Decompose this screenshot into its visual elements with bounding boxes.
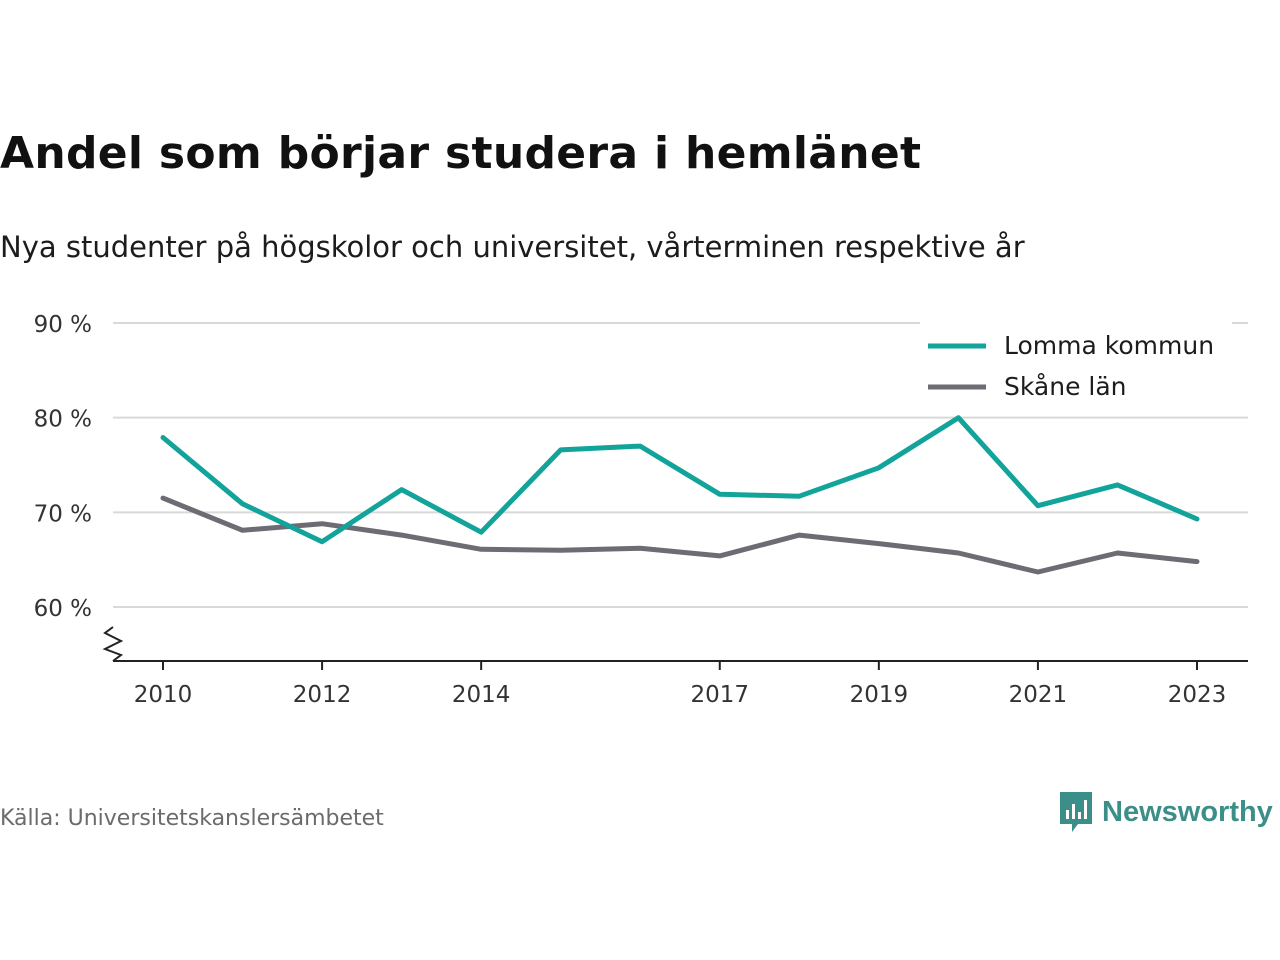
y-tick-label: 60 % bbox=[34, 596, 92, 622]
y-axis-tick-labels: 60 % 70 % 80 % 90 % bbox=[34, 312, 92, 622]
x-tick-label: 2023 bbox=[1168, 682, 1227, 708]
x-tick-label: 2021 bbox=[1009, 682, 1068, 708]
series-lines bbox=[160, 415, 1200, 575]
x-axis bbox=[102, 626, 1248, 662]
y-tick-label: 70 % bbox=[34, 501, 92, 527]
axis-break-mark bbox=[102, 626, 124, 662]
newsworthy-logo-icon bbox=[1060, 792, 1092, 832]
x-tick-label: 2014 bbox=[452, 682, 511, 708]
legend-label: Lomma kommun bbox=[1004, 331, 1214, 360]
chart-title: Andel som börjar studera i hemlänet bbox=[0, 128, 922, 179]
brand-logo: Newsworthy bbox=[1058, 790, 1273, 834]
source-note: Källa: Universitetskanslersämbetet bbox=[0, 806, 384, 831]
x-tick-label: 2010 bbox=[134, 682, 193, 708]
line-chart: 60 % 70 % 80 % 90 % 2010 2012 2014 2017 2019 202… bbox=[34, 312, 1248, 708]
y-tick-label: 90 % bbox=[34, 312, 92, 338]
legend-box bbox=[920, 322, 1232, 414]
x-axis-tick-labels: 2010 2012 2014 2017 2019 2021 2023 bbox=[134, 661, 1227, 708]
brand-name: Newsworthy bbox=[1102, 795, 1273, 828]
chart-subtitle: Nya studenter på högskolor och universit… bbox=[0, 230, 1025, 264]
legend: Lomma kommun Skåne län bbox=[920, 322, 1232, 414]
x-tick-label: 2019 bbox=[850, 682, 909, 708]
x-tick-label: 2017 bbox=[690, 682, 749, 708]
legend-label: Skåne län bbox=[1004, 372, 1127, 401]
y-tick-label: 80 % bbox=[34, 407, 92, 433]
series-line bbox=[160, 415, 1200, 545]
x-tick-label: 2012 bbox=[293, 682, 352, 708]
series-line bbox=[160, 495, 1200, 575]
